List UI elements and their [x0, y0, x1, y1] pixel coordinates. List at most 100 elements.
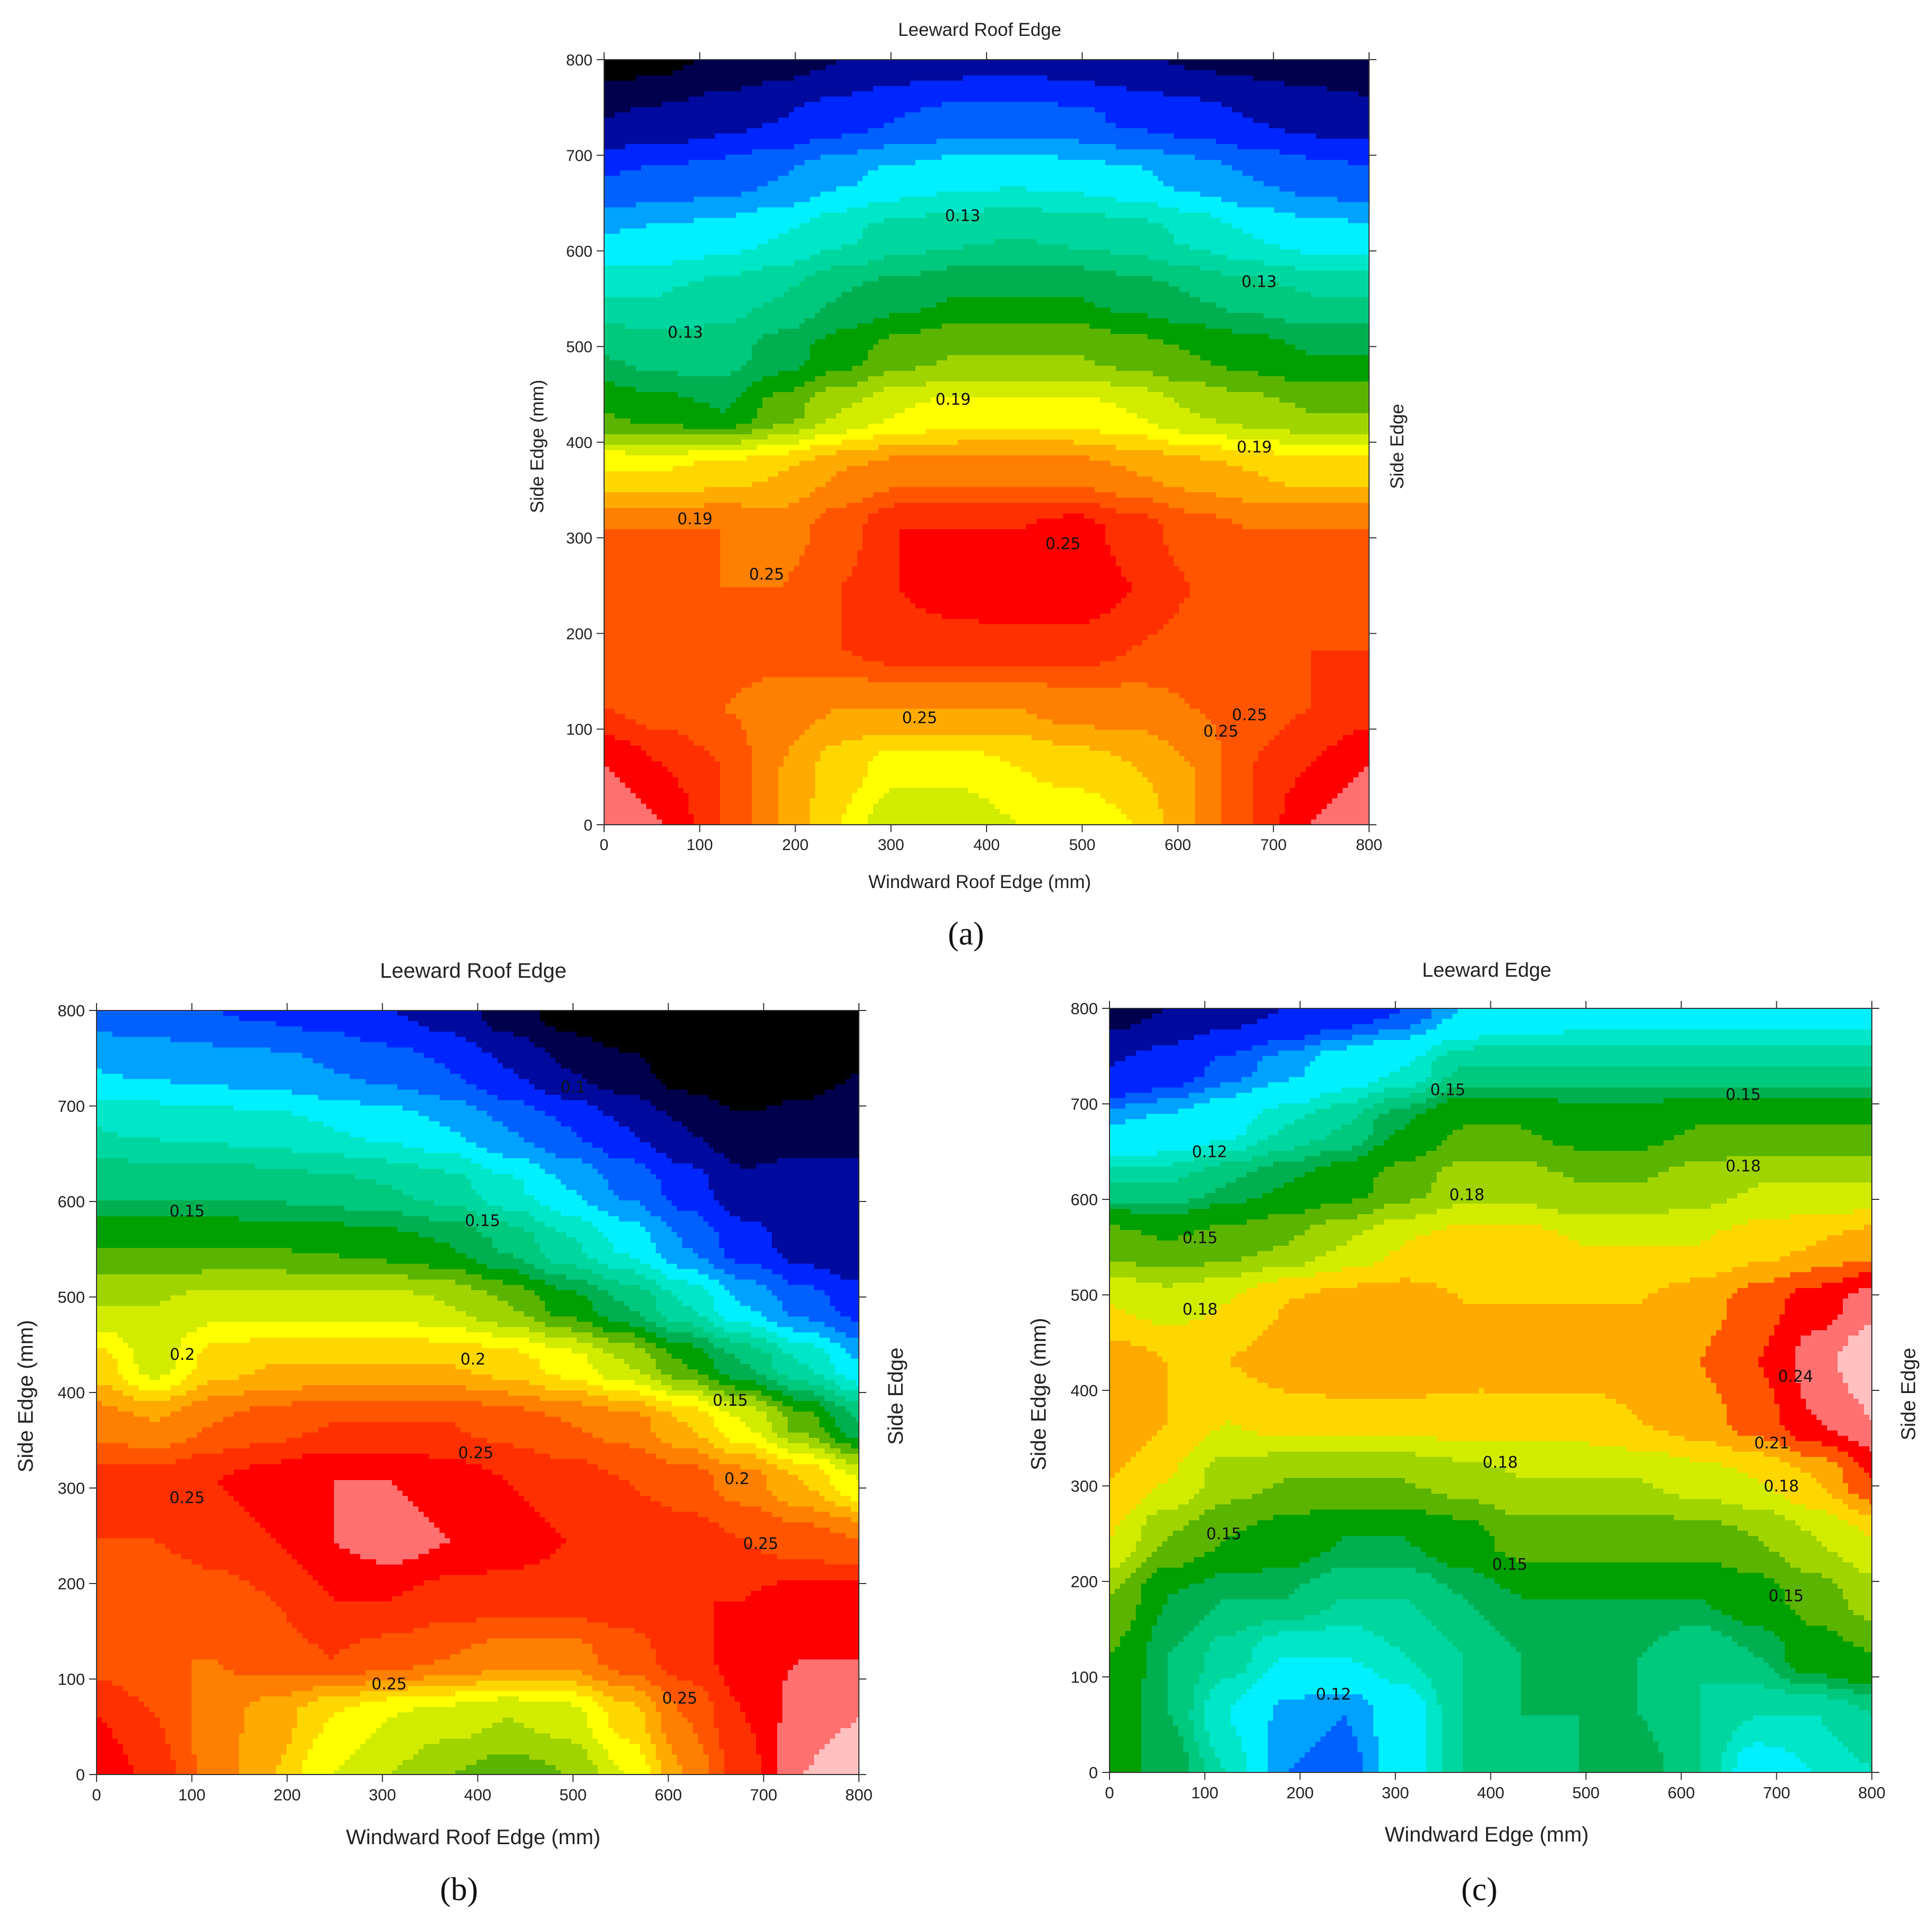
y-tick-label: 0: [1089, 1763, 1098, 1782]
contour-cell: [652, 809, 689, 815]
contour-cell: [439, 1528, 556, 1533]
contour-cell: [1405, 1652, 1464, 1658]
contour-cell: [777, 1749, 820, 1755]
contour-cell: [1869, 1446, 1872, 1452]
contour-cell: [476, 1105, 535, 1111]
contour-cell: [1305, 1230, 1363, 1236]
contour-cell: [1410, 1541, 1495, 1547]
contour-cell: [1157, 1351, 1237, 1357]
contour-cell: [762, 81, 911, 87]
contour-cell: [1285, 804, 1327, 809]
contour-cell: [239, 1501, 334, 1507]
contour-cell: [730, 1438, 767, 1444]
contour-cell: [292, 1623, 429, 1628]
contour-cell: [492, 1470, 609, 1475]
contour-cell: [1257, 1066, 1305, 1072]
contour-cell: [1168, 1415, 1638, 1420]
contour-cell: [1136, 1610, 1163, 1616]
contour-cell: [857, 149, 1164, 155]
contour-cell: [556, 1153, 609, 1159]
contour-cell: [439, 1739, 572, 1744]
contour-cell: [1204, 1657, 1252, 1663]
contour-cell: [740, 1707, 783, 1713]
contour-cell: [1795, 1372, 1843, 1378]
contour-cell: [852, 366, 916, 371]
contour-cell: [1141, 1758, 1189, 1763]
contour-cell: [688, 793, 721, 799]
contour-cell: [1458, 1293, 1648, 1299]
contour-cell: [1116, 656, 1312, 662]
contour-cell: [1827, 1547, 1872, 1552]
contour-cell: [751, 1723, 778, 1729]
contour-cell: [687, 1364, 714, 1370]
contour-cell: [604, 65, 684, 71]
contour-cell: [598, 1105, 656, 1111]
contour-cell: [789, 450, 837, 456]
contour-cell: [1110, 1045, 1152, 1051]
contour-cell: [540, 1559, 825, 1565]
contour-cell: [873, 756, 1000, 762]
contour-cell: [1342, 1267, 1733, 1273]
contour-cell: [524, 1190, 577, 1196]
contour-cell: [1141, 1747, 1184, 1753]
contour-cell: [620, 170, 789, 176]
contour-label: 0.15: [1206, 1525, 1241, 1543]
contour-cell: [826, 508, 879, 514]
contour-cell: [625, 714, 737, 720]
contour-cell: [1663, 1763, 1701, 1769]
contour-cell: [1716, 1272, 1791, 1278]
contour-cell: [662, 819, 694, 825]
contour-cell: [534, 1728, 593, 1734]
contour-cell: [1727, 1415, 1780, 1420]
contour-cell: [1158, 424, 1243, 430]
contour-cell: [830, 1411, 852, 1417]
contour-cell: [789, 503, 847, 509]
contour-cell: [736, 397, 763, 403]
contour-cell: [841, 740, 1053, 746]
contour-cell: [719, 1243, 772, 1248]
contour-cell: [334, 1538, 451, 1544]
contour-cell: [720, 798, 752, 804]
contour-cell: [1206, 323, 1370, 329]
contour-cell: [155, 1712, 192, 1718]
contour-cell: [250, 1464, 482, 1470]
contour-cell: [688, 809, 721, 815]
contour-cell: [234, 1105, 403, 1111]
contour-cell: [661, 1079, 846, 1085]
contour-cell: [97, 1069, 102, 1074]
contour-cell: [1174, 239, 1264, 245]
contour-cell: [1864, 1531, 1872, 1537]
contour-cell: [550, 1522, 720, 1528]
contour-cell: [1706, 1367, 1764, 1373]
contour-cell: [1695, 1124, 1872, 1130]
contour-cell: [656, 1364, 688, 1370]
contour-cell: [720, 809, 752, 815]
contour-cell: [1273, 1515, 1453, 1521]
contour-cell: [720, 793, 752, 799]
contour-cell: [97, 1380, 129, 1386]
contour-cell: [635, 1343, 656, 1349]
contour-label: 0.18: [1483, 1453, 1518, 1472]
contour-cell: [1415, 1114, 1872, 1120]
contour-cell: [661, 1501, 741, 1507]
contour-cell: [1305, 1066, 1400, 1072]
contour-cell: [820, 250, 926, 255]
contour-cell: [1790, 1499, 1843, 1505]
contour-cell: [640, 1744, 656, 1750]
contour-cell: [778, 234, 863, 240]
contour-cell: [778, 118, 895, 123]
contour-cell: [308, 1116, 429, 1122]
contour-cell: [819, 1417, 836, 1423]
contour-cell: [545, 1269, 593, 1275]
contour-cell: [767, 1401, 783, 1407]
contour-cell: [1653, 1483, 1770, 1489]
contour-cell: [1700, 1241, 1817, 1246]
contour-cell: [1110, 1415, 1168, 1420]
contour-cell: [1843, 1742, 1872, 1748]
contour-cell: [1415, 1214, 1791, 1220]
contour-cell: [1795, 1288, 1859, 1294]
contour-cell: [815, 519, 868, 524]
contour-cell: [1663, 1752, 1701, 1758]
contour-cell: [545, 1169, 598, 1175]
contour-cell: [709, 1470, 762, 1475]
